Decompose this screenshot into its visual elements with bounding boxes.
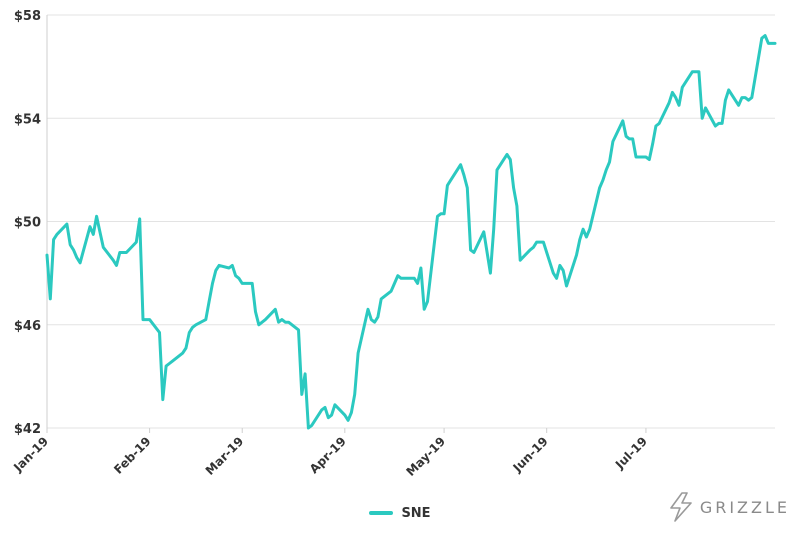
y-axis-ticks: $42 $46 $50 $54 $58 (14, 9, 41, 437)
x-tick-label: Jun-19 (510, 434, 551, 475)
grizzle-logo: GRIZZLE (668, 492, 790, 522)
legend: SNE (0, 503, 800, 523)
logo-text: GRIZZLE (699, 497, 790, 517)
x-tick-label: Apr-19 (307, 434, 349, 476)
grizzle-logo-icon (670, 492, 692, 522)
y-tick-label: $42 (14, 422, 41, 437)
x-tick-label: Mar-19 (203, 434, 247, 478)
series-layer (45, 34, 777, 430)
x-tick-label: Jan-19 (10, 434, 51, 475)
legend-label-sne: SNE (401, 505, 431, 521)
series-line-sne (45, 34, 777, 430)
y-tick-label: $58 (14, 9, 41, 24)
x-tick-label: May-19 (404, 434, 449, 479)
gridlines (46, 14, 775, 429)
y-tick-label: $46 (14, 319, 41, 334)
x-tick-label: Feb-19 (111, 434, 154, 477)
legend-swatch-sne (369, 511, 394, 515)
y-tick-label: $50 (14, 216, 41, 231)
x-axis-ticks: Jan-19 Feb-19 Mar-19 Apr-19 May-19 Jun-19 Jul-… (10, 428, 650, 479)
x-tick-label: Jul-19 (612, 434, 650, 472)
y-tick-label: $54 (14, 112, 41, 127)
